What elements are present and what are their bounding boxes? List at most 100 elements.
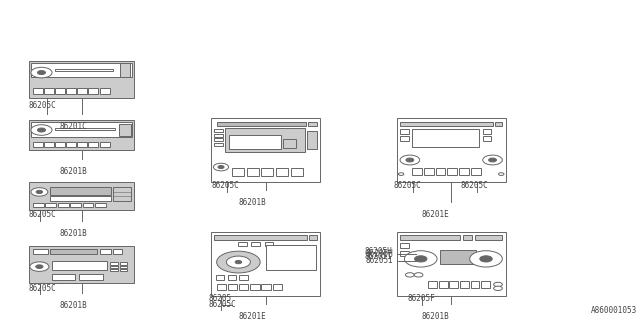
Bar: [264, 242, 273, 246]
Bar: [113, 249, 122, 254]
Bar: [283, 139, 296, 148]
Bar: [470, 281, 479, 288]
Circle shape: [213, 163, 228, 171]
Bar: [483, 129, 492, 134]
Bar: [412, 168, 422, 175]
Bar: [239, 284, 248, 290]
Bar: [79, 274, 102, 280]
Bar: [83, 203, 93, 207]
Bar: [266, 245, 316, 270]
Text: 86201B: 86201B: [421, 312, 449, 320]
Text: 86201B: 86201B: [60, 301, 88, 310]
Bar: [308, 122, 317, 126]
Bar: [276, 168, 288, 176]
Bar: [31, 63, 132, 77]
Text: 86205I: 86205I: [365, 252, 392, 261]
Bar: [232, 168, 244, 176]
Circle shape: [470, 251, 502, 267]
Bar: [481, 281, 490, 288]
Bar: [120, 266, 127, 268]
Bar: [252, 242, 260, 246]
Bar: [113, 187, 131, 201]
Bar: [214, 138, 223, 141]
Bar: [50, 249, 97, 254]
Bar: [447, 168, 457, 175]
Bar: [261, 168, 273, 176]
Bar: [246, 168, 259, 176]
Bar: [400, 251, 409, 256]
Bar: [495, 122, 502, 126]
Circle shape: [414, 273, 423, 277]
Bar: [214, 134, 223, 137]
Bar: [459, 168, 469, 175]
Circle shape: [415, 256, 427, 262]
Bar: [33, 88, 43, 94]
Bar: [273, 284, 282, 290]
Circle shape: [406, 273, 414, 277]
Circle shape: [31, 125, 52, 135]
Bar: [67, 142, 76, 147]
Bar: [120, 262, 127, 265]
Circle shape: [406, 158, 414, 162]
Circle shape: [216, 251, 260, 273]
Bar: [33, 203, 44, 207]
Text: 86205F: 86205F: [408, 294, 435, 303]
Text: 86205C: 86205C: [211, 181, 239, 190]
Bar: [475, 235, 502, 240]
Bar: [29, 120, 134, 150]
Bar: [449, 281, 458, 288]
Bar: [95, 203, 106, 207]
Bar: [110, 262, 118, 265]
Bar: [400, 235, 460, 240]
Bar: [463, 235, 472, 240]
Bar: [55, 142, 65, 147]
Bar: [424, 168, 433, 175]
Bar: [239, 242, 247, 246]
Bar: [52, 261, 107, 270]
Bar: [110, 266, 118, 268]
Text: 86205H: 86205H: [366, 249, 394, 258]
Text: A860001053: A860001053: [591, 306, 637, 315]
Circle shape: [399, 173, 404, 175]
Bar: [397, 232, 506, 296]
Bar: [440, 250, 476, 264]
Circle shape: [400, 155, 420, 165]
Bar: [216, 275, 224, 280]
Circle shape: [488, 158, 497, 162]
Bar: [70, 203, 81, 207]
Bar: [100, 88, 109, 94]
Bar: [45, 203, 56, 207]
Circle shape: [38, 71, 45, 75]
Bar: [216, 284, 226, 290]
Bar: [29, 246, 134, 283]
Bar: [400, 129, 409, 134]
Circle shape: [218, 165, 224, 169]
Bar: [55, 69, 113, 71]
Bar: [211, 232, 320, 296]
Text: 86201B: 86201B: [60, 167, 88, 176]
Bar: [239, 275, 248, 280]
Bar: [211, 118, 320, 182]
Bar: [77, 142, 88, 147]
Bar: [428, 281, 437, 288]
Bar: [397, 118, 506, 182]
Bar: [307, 131, 317, 149]
Circle shape: [38, 128, 45, 132]
Bar: [55, 128, 115, 130]
Bar: [216, 122, 306, 126]
Bar: [67, 88, 76, 94]
Text: 86205C: 86205C: [394, 181, 421, 190]
Text: 86201E: 86201E: [239, 312, 267, 320]
Circle shape: [36, 190, 43, 194]
Bar: [52, 274, 76, 280]
Bar: [29, 182, 134, 210]
Bar: [250, 284, 259, 290]
Bar: [228, 275, 236, 280]
Bar: [309, 235, 317, 240]
Bar: [50, 187, 111, 195]
Circle shape: [235, 260, 242, 264]
Bar: [31, 122, 132, 137]
Circle shape: [493, 282, 502, 287]
Circle shape: [480, 256, 492, 262]
Bar: [400, 136, 409, 141]
